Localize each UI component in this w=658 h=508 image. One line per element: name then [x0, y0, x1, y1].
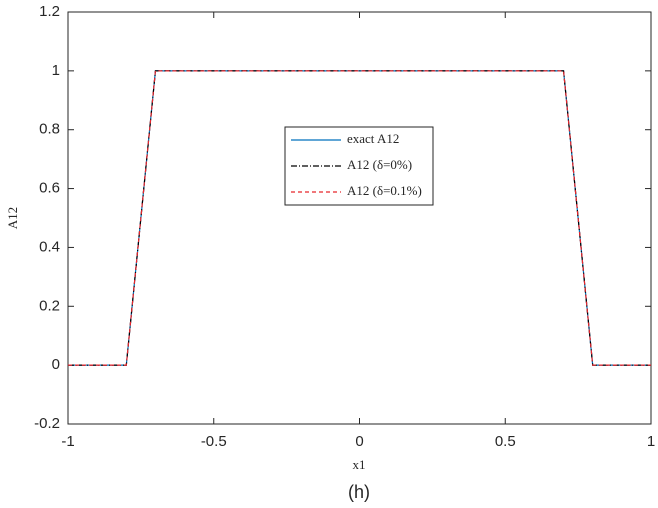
y-tick-label: 0.2	[39, 297, 60, 314]
y-tick-label: 0.8	[39, 121, 60, 138]
y-tick-label: 0.6	[39, 180, 60, 197]
caption: (h)	[348, 482, 370, 502]
y-axis-label: A12	[5, 207, 20, 229]
x-tick-label: -1	[61, 433, 74, 450]
series-line	[68, 70, 651, 366]
x-tick-label: -0.5	[201, 433, 227, 450]
y-tick-label: 0	[52, 356, 60, 373]
x-tick-label: 1	[647, 433, 655, 450]
x-tick-label: 0.5	[495, 433, 516, 450]
y-tick-label: 1.2	[39, 3, 60, 20]
legend-label: exact A12	[347, 131, 399, 146]
x-tick-label: 0	[355, 433, 363, 450]
y-tick-label: -0.2	[34, 415, 60, 432]
series-line	[68, 70, 651, 366]
legend-label: A12 (δ=0.1%)	[347, 183, 422, 198]
x-axis-label: x1	[353, 457, 366, 472]
y-tick-label: 0.4	[39, 238, 60, 255]
series-line	[68, 70, 651, 366]
y-tick-label: 1	[52, 62, 60, 79]
legend-label: A12 (δ=0%)	[347, 157, 412, 172]
